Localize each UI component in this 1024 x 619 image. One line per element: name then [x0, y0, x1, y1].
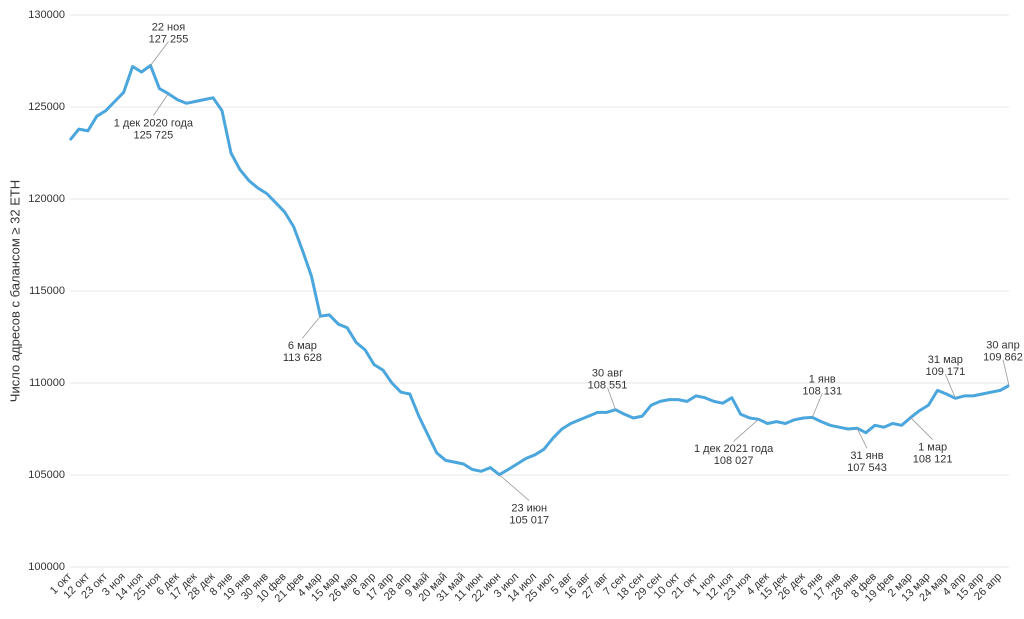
- annotation-value: 105 017: [509, 515, 549, 527]
- annotation-value: 107 543: [847, 462, 887, 474]
- leader-line: [302, 315, 321, 339]
- annotation-value: 109 862: [983, 351, 1023, 363]
- annotation-value: 125 725: [133, 130, 173, 142]
- y-axis-title: Число адресов с балансом ≥ 32 ETH: [7, 180, 22, 402]
- annotation-value: 108 131: [802, 385, 842, 397]
- annotation-value: 113 628: [283, 352, 322, 364]
- leader-line: [811, 393, 823, 418]
- annotation-date: 6 мар: [288, 340, 317, 352]
- annotation-value: 108 121: [913, 453, 953, 465]
- line: [68, 64, 1010, 477]
- leader-line: [1002, 359, 1010, 386]
- y-tick-label: 115000: [29, 285, 65, 297]
- annotation-date: 31 мар: [928, 354, 963, 366]
- leader-line: [607, 387, 616, 410]
- annotation-value: 108 027: [714, 455, 754, 467]
- y-tick-label: 100000: [28, 561, 65, 573]
- y-tick-label: 120000: [28, 193, 65, 205]
- annotation-date: 1 дек 2021 года: [694, 443, 774, 455]
- y-tick-label: 105000: [28, 469, 65, 481]
- annotation-date: 1 дек 2020 года: [114, 118, 194, 130]
- annotation-value: 109 171: [925, 366, 965, 378]
- annotation-date: 1 мар: [918, 441, 947, 453]
- leader-line: [150, 41, 169, 66]
- leader-line: [498, 474, 530, 501]
- annotation-date: 23 июн: [511, 503, 547, 515]
- leader-line: [733, 419, 759, 442]
- y-tick-label: 110000: [29, 377, 65, 389]
- leader-line: [856, 428, 868, 449]
- leader-line: [944, 374, 956, 399]
- annotation-date: 31 янв: [850, 450, 883, 462]
- annotation-date: 30 авг: [592, 368, 623, 380]
- y-tick-label: 125000: [28, 101, 65, 113]
- annotation-date: 30 апр: [986, 339, 1019, 351]
- annotation-date: 1 янв: [809, 373, 836, 385]
- leader-line: [910, 417, 933, 440]
- annotation-value: 108 551: [588, 380, 628, 392]
- y-tick-label: 130000: [28, 9, 65, 21]
- annotation-value: 127 255: [149, 33, 189, 45]
- annotation-date: 22 ноя: [152, 21, 185, 33]
- leader-line: [153, 93, 169, 116]
